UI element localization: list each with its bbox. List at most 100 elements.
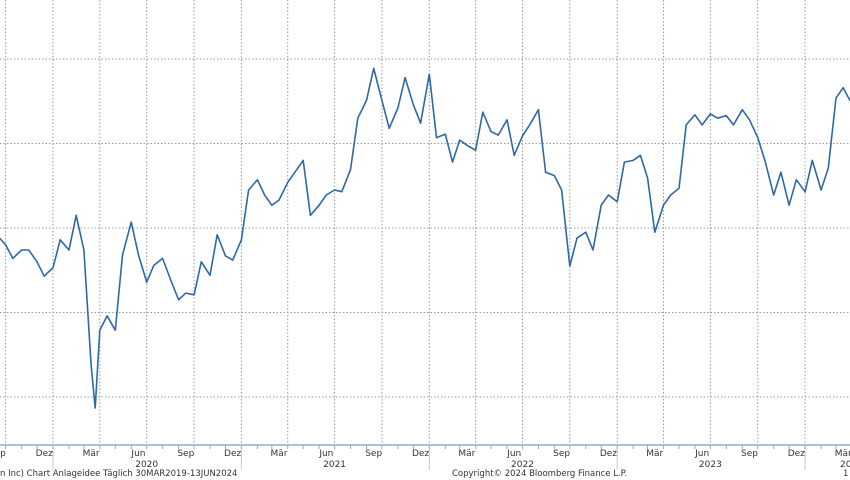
data-point	[506, 119, 508, 121]
year-label: 2022	[511, 460, 534, 470]
year-label: 20	[840, 460, 850, 470]
data-point	[381, 99, 383, 102]
data-point	[169, 277, 171, 279]
year-label: 2023	[699, 460, 722, 470]
x-tick-label: Mär	[270, 449, 287, 459]
data-point	[349, 169, 352, 171]
data-point	[678, 187, 680, 189]
x-tick-label: Jun	[506, 449, 521, 459]
data-point	[43, 275, 45, 277]
data-point	[287, 181, 289, 183]
data-point	[90, 364, 92, 366]
data-point	[764, 159, 766, 161]
x-tick-label: Jun	[130, 449, 145, 459]
series-layer	[0, 67, 850, 409]
chart-description: n Inc) Chart Anlageidee Täglich 30MAR201…	[0, 469, 238, 479]
data-point	[773, 194, 775, 196]
x-tick-label: Sep	[741, 449, 758, 459]
data-point	[185, 292, 187, 294]
data-point	[670, 194, 672, 196]
year-label: 2020	[135, 460, 158, 470]
data-point	[68, 249, 70, 251]
data-point	[842, 87, 844, 89]
data-point	[616, 201, 618, 203]
x-tick-label: Sep	[553, 449, 570, 459]
data-point	[537, 109, 540, 111]
data-point	[397, 107, 399, 109]
data-point	[216, 234, 218, 236]
data-point	[513, 154, 515, 156]
data-point	[569, 265, 571, 267]
data-point	[153, 264, 155, 266]
data-point	[482, 111, 484, 113]
data-point	[294, 171, 296, 173]
data-point	[12, 257, 14, 260]
data-point	[725, 115, 727, 117]
data-point	[5, 244, 7, 246]
data-point	[256, 179, 258, 181]
data-point	[130, 221, 132, 223]
data-point	[757, 136, 759, 139]
data-point	[694, 114, 696, 116]
data-point	[114, 329, 116, 331]
data-point	[373, 67, 375, 69]
x-tick-label: Sep	[0, 449, 6, 459]
data-point	[302, 159, 304, 161]
x-tick-label: Dez	[412, 449, 429, 459]
data-point	[529, 124, 531, 126]
x-tick-label: Jun	[694, 449, 709, 459]
data-point	[137, 254, 140, 256]
data-point	[475, 149, 477, 151]
data-point	[646, 177, 649, 179]
data-point	[639, 154, 641, 156]
data-point	[545, 171, 547, 173]
data-point	[741, 109, 743, 111]
data-point	[497, 134, 499, 136]
data-point	[820, 189, 822, 191]
x-tick-label: Jun	[318, 449, 333, 459]
data-point	[466, 144, 468, 146]
data-point	[404, 76, 406, 79]
x-tick-label: Mär	[458, 449, 475, 459]
data-point	[827, 167, 829, 169]
data-point	[811, 159, 813, 161]
data-point	[444, 133, 446, 135]
data-point	[59, 239, 61, 241]
data-point	[459, 139, 461, 141]
x-tick-label: Dez	[224, 449, 241, 459]
data-point	[271, 204, 273, 206]
data-point	[835, 97, 837, 99]
data-point	[623, 161, 626, 163]
year-label: 2021	[323, 460, 346, 470]
data-point	[451, 161, 454, 163]
date-stamp: 1	[843, 469, 849, 479]
data-point	[341, 191, 343, 193]
data-point	[333, 189, 336, 191]
data-point	[209, 274, 211, 276]
data-point	[654, 231, 656, 233]
x-tick-label: Mär	[835, 449, 850, 459]
x-tick-label: Sep	[365, 449, 382, 459]
price-line	[0, 67, 850, 409]
data-point	[325, 194, 327, 196]
data-point	[178, 299, 180, 301]
data-point	[200, 261, 202, 263]
data-point	[435, 136, 438, 139]
data-point	[232, 259, 234, 261]
data-point	[412, 104, 414, 106]
data-point	[795, 179, 797, 181]
data-point	[20, 249, 23, 251]
x-axis: Sep Dez Mär Jun Sep Dez Mär Jun Sep Dez Mär Jun Sep D…	[0, 444, 850, 470]
data-point	[804, 191, 806, 193]
data-point	[309, 214, 311, 216]
x-tick-label: Dez	[600, 449, 617, 459]
data-point	[263, 194, 266, 196]
data-point	[75, 214, 77, 216]
data-point	[248, 189, 250, 191]
data-point	[365, 99, 368, 102]
data-point	[146, 281, 148, 283]
data-point	[52, 267, 54, 269]
data-point	[162, 257, 164, 260]
data-point	[709, 113, 711, 115]
